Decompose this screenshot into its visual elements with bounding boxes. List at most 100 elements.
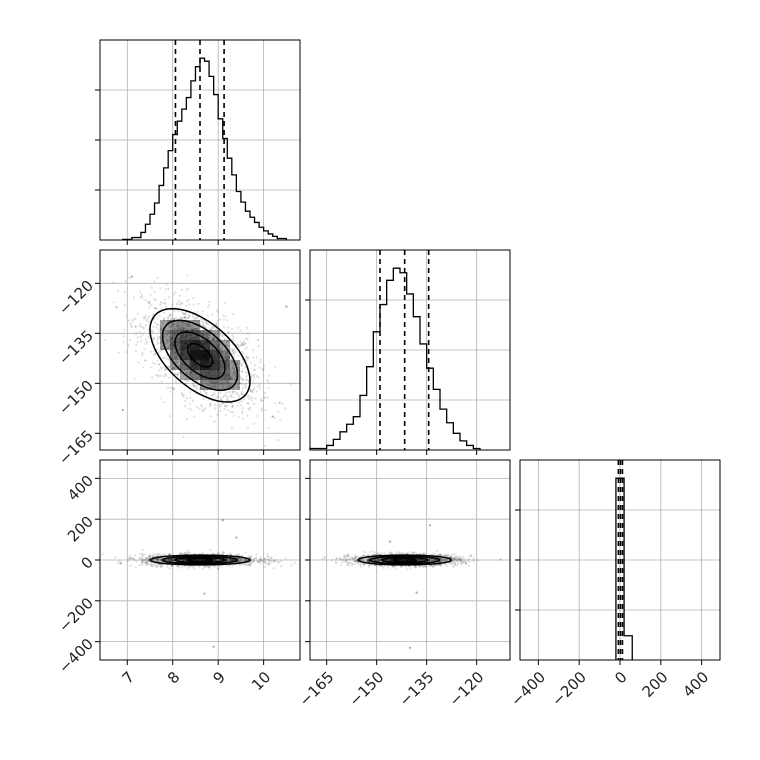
- sample-point: [191, 565, 195, 568]
- sample-point: [225, 344, 229, 347]
- sample-point: [241, 412, 244, 415]
- sample-point: [262, 364, 266, 367]
- sample-point: [439, 560, 442, 563]
- sample-point: [202, 389, 205, 392]
- sample-point: [202, 370, 205, 373]
- sample-point: [173, 328, 176, 331]
- sample-point: [459, 558, 462, 562]
- sample-point: [281, 402, 284, 405]
- sample-point: [195, 376, 199, 379]
- sample-point: [419, 558, 422, 561]
- sample-point: [335, 557, 338, 560]
- sample-point: [386, 566, 389, 569]
- sample-point: [430, 558, 433, 561]
- sample-point: [419, 558, 422, 561]
- sample-point: [388, 551, 391, 554]
- sample-point: [352, 560, 355, 563]
- sample-point: [367, 565, 370, 568]
- sample-point: [462, 555, 465, 558]
- sample-point: [225, 380, 229, 383]
- sample-point: [187, 323, 190, 326]
- sample-point: [139, 553, 142, 556]
- sample-point: [258, 387, 262, 390]
- sample-point: [186, 552, 189, 555]
- sample-point: [168, 558, 171, 561]
- sample-point: [273, 560, 276, 563]
- sample-point: [208, 347, 211, 350]
- sample-point: [164, 373, 167, 376]
- sample-point: [114, 556, 117, 559]
- sample-point: [456, 558, 459, 561]
- sample-point: [235, 343, 238, 346]
- sample-point: [204, 354, 207, 357]
- sample-point: [154, 374, 157, 377]
- sample-point: [195, 339, 198, 342]
- sample-point: [238, 563, 241, 567]
- sample-point: [267, 556, 270, 559]
- sample-point: [168, 340, 171, 343]
- sample-point: [258, 384, 261, 387]
- sample-point: [187, 325, 191, 328]
- sample-point: [200, 341, 203, 344]
- sample-point: [177, 331, 180, 334]
- sample-point: [204, 344, 207, 347]
- sample-point: [246, 394, 249, 397]
- sample-point: [152, 558, 155, 561]
- sample-point: [172, 559, 175, 562]
- sample-point: [212, 350, 215, 353]
- sample-point: [420, 558, 423, 561]
- sample-point: [234, 350, 237, 353]
- sample-point: [171, 367, 174, 370]
- sample-point: [204, 355, 207, 358]
- sample-point: [444, 553, 447, 556]
- sample-point: [156, 359, 159, 362]
- sample-point: [266, 396, 269, 399]
- sample-point: [188, 364, 191, 367]
- outlier-point: [203, 592, 206, 595]
- sample-point: [168, 313, 172, 316]
- sample-point: [221, 383, 224, 386]
- sample-point: [248, 556, 251, 559]
- sample-point: [197, 379, 200, 382]
- sample-point: [210, 369, 213, 372]
- sample-point: [219, 360, 222, 363]
- sample-point: [216, 309, 219, 312]
- sample-point: [180, 330, 183, 333]
- density-cell: [170, 330, 180, 340]
- sample-point: [237, 326, 240, 329]
- sample-point: [247, 357, 250, 360]
- sample-point: [172, 559, 175, 562]
- sample-point: [198, 353, 201, 356]
- sample-point: [398, 552, 401, 555]
- sample-point: [226, 558, 229, 562]
- sample-point: [460, 559, 463, 562]
- sample-point: [119, 562, 122, 565]
- sample-point: [277, 561, 280, 564]
- sample-point: [213, 381, 216, 384]
- sample-point: [138, 563, 141, 566]
- sample-point: [180, 392, 183, 395]
- sample-point: [167, 316, 170, 319]
- sample-point: [196, 369, 200, 372]
- sample-point: [201, 359, 204, 362]
- sample-point: [140, 325, 143, 328]
- density-cell: [210, 360, 220, 370]
- sample-point: [162, 347, 165, 350]
- sample-point: [277, 561, 280, 564]
- sample-point: [176, 341, 179, 344]
- sample-point: [123, 291, 126, 294]
- sample-point: [266, 555, 269, 558]
- sample-point: [237, 416, 240, 419]
- sample-point: [220, 346, 224, 349]
- sample-point: [180, 353, 183, 356]
- sample-point: [182, 435, 185, 439]
- sample-point: [149, 563, 152, 566]
- sample-point: [215, 372, 218, 375]
- sample-point: [244, 563, 247, 566]
- sample-point: [190, 328, 193, 331]
- sample-point: [376, 553, 379, 556]
- sample-point: [193, 337, 196, 340]
- sample-point: [225, 558, 229, 561]
- sample-point: [214, 369, 217, 372]
- sample-point: [184, 357, 187, 360]
